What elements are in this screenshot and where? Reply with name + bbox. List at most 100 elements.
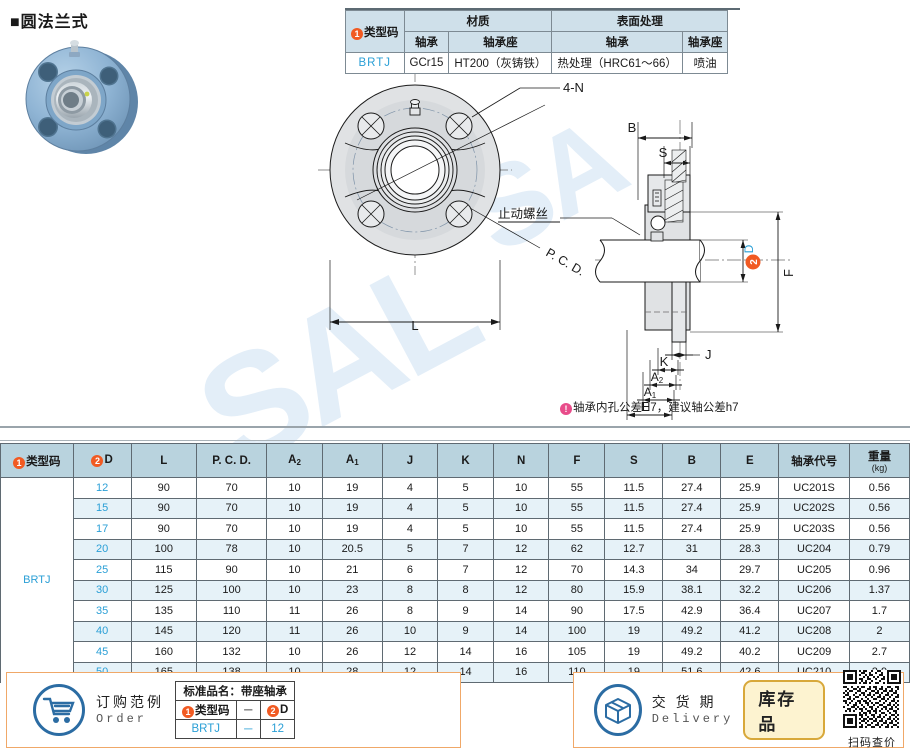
spec-cell-l: 125 <box>130 579 197 601</box>
spec-cell-j: 4 <box>381 497 439 519</box>
spec-cell-a1: 19 <box>321 518 383 540</box>
spec-cell-a2: 10 <box>266 518 323 540</box>
badge-two-spec: 2 <box>91 455 104 467</box>
order-std-name: 标准品名：带座轴承 <box>174 681 296 701</box>
spec-cell-k: 5 <box>437 497 494 519</box>
table-row: 40 145 120 11 26 10 9 14 100 19 49.2 41.2 UC208 2 <box>1 620 910 642</box>
spec-cell-f: 55 <box>548 477 606 499</box>
spec-cell-n: 14 <box>492 620 550 642</box>
spec-cell-b: 31 <box>662 538 722 560</box>
spec-cell-s: 19 <box>604 620 664 642</box>
spec-cell-weight: 1.7 <box>848 600 910 622</box>
spec-type-code: BRTJ <box>0 477 74 683</box>
technical-drawings: 4-N L B S F J K A2 A1 E P. C. D. 止动螺丝 2 … <box>0 60 910 420</box>
table-row: 25 115 90 10 21 6 7 12 70 14.3 34 29.7 UC205 0.96 <box>1 559 910 581</box>
material-table: 1 类型码 材质 表面处理 轴承 轴承座 轴承 轴承座 BRTJ GCr15 HT… <box>345 10 729 74</box>
spec-cell-n: 16 <box>492 641 550 663</box>
delivery-label-en: Delivery <box>651 711 734 726</box>
spec-cell-k: 7 <box>437 538 494 560</box>
spec-cell-a2: 10 <box>266 497 323 519</box>
svg-text:D: D <box>742 244 756 253</box>
spec-cell-b: 27.4 <box>662 497 722 519</box>
delivery-panel: 交 货 期 Delivery 库存品 <box>573 670 904 749</box>
spec-header-b: B <box>662 443 722 478</box>
svg-text:2: 2 <box>749 259 760 265</box>
table-row: BRTJ 12 90 70 10 19 4 5 10 55 11.5 27.4 25.9 UC201S 0.… <box>0 477 910 683</box>
spec-cell-n: 12 <box>492 559 550 581</box>
label-F: F <box>781 269 796 277</box>
label-4n: 4-N <box>563 80 584 95</box>
spec-cell-s: 12.7 <box>604 538 664 560</box>
spec-header-a2: A2 <box>266 443 323 478</box>
material-table-top-rule <box>345 8 740 10</box>
spec-cell-f: 55 <box>548 497 606 519</box>
qr-caption: 扫码查价 <box>848 737 896 749</box>
qr-code <box>843 670 901 728</box>
order-val-type: BRTJ <box>175 719 237 739</box>
delivery-label-cn: 交 货 期 <box>651 694 717 711</box>
spec-cell-j: 6 <box>381 559 439 581</box>
spec-cell-f: 90 <box>548 600 606 622</box>
spec-cell-a2: 10 <box>266 579 323 601</box>
spec-cell-d: 15 <box>72 497 132 519</box>
spec-cell-d: 17 <box>72 518 132 540</box>
order-val-d: 12 <box>259 719 296 739</box>
spec-cell-a2: 10 <box>266 477 323 499</box>
surface-subheader-housing: 轴承座 <box>681 31 729 53</box>
spec-header-type-code: 1 类型码 <box>0 443 74 478</box>
spec-cell-a2: 11 <box>266 600 323 622</box>
table-row: 45 160 132 10 26 12 14 16 105 19 49.2 40.2 UC209 2.7 <box>1 641 910 663</box>
specification-table-body: BRTJ 12 90 70 10 19 4 5 10 55 11.5 27.4 25.9 UC201S 0.… <box>0 477 910 683</box>
spec-cell-weight: 0.56 <box>848 477 910 499</box>
section-divider-bottom <box>0 440 910 441</box>
spec-cell-pcd: 90 <box>195 559 268 581</box>
spec-cell-k: 5 <box>437 477 494 499</box>
surface-housing-value: 喷油 <box>681 52 729 74</box>
spec-cell-a1: 23 <box>321 579 383 601</box>
spec-cell-j: 4 <box>381 518 439 540</box>
spec-cell-k: 8 <box>437 579 494 601</box>
spec-cell-pcd: 70 <box>195 497 268 519</box>
spec-cell-a2: 11 <box>266 620 323 642</box>
spec-cell-a1: 26 <box>321 600 383 622</box>
spec-cell-b: 27.4 <box>662 477 722 499</box>
material-subheader-housing: 轴承座 <box>448 31 553 53</box>
spec-cell-f: 62 <box>548 538 606 560</box>
order-label-cn: 订购范例 <box>96 694 164 711</box>
spec-cell-a1: 26 <box>321 641 383 663</box>
table-row: 17 90 70 10 19 4 5 10 55 11.5 27.4 25.9 UC203S 0.56 <box>1 518 910 540</box>
spec-cell-bearing-code: UC206 <box>778 579 850 601</box>
spec-header-l: L <box>130 443 197 478</box>
page-title: ■圆法兰式 <box>10 14 89 31</box>
spec-cell-weight: 2.7 <box>848 641 910 663</box>
spec-cell-n: 12 <box>492 579 550 601</box>
box-icon <box>594 684 642 736</box>
spec-cell-pcd: 132 <box>195 641 268 663</box>
spec-cell-n: 16 <box>492 661 550 683</box>
label-J: J <box>705 347 712 362</box>
spec-cell-d: 45 <box>72 641 132 663</box>
spec-cell-bearing-code: UC203S <box>778 518 850 540</box>
spec-cell-d: 12 <box>72 477 132 499</box>
spec-cell-l: 145 <box>130 620 197 642</box>
label-E: E <box>641 399 650 414</box>
material-subheader-bearing: 轴承 <box>403 31 450 53</box>
spec-cell-b: 49.2 <box>662 620 722 642</box>
spec-cell-l: 90 <box>130 518 197 540</box>
spec-cell-l: 115 <box>130 559 197 581</box>
spec-cell-pcd: 70 <box>195 477 268 499</box>
spec-cell-e: 36.4 <box>720 600 780 622</box>
spec-cell-d: 30 <box>72 579 132 601</box>
badge-one-order: 1 <box>182 706 194 718</box>
spec-cell-pcd: 78 <box>195 538 268 560</box>
spec-cell-weight: 2 <box>848 620 910 642</box>
spec-cell-k: 9 <box>437 600 494 622</box>
spec-cell-d: 25 <box>72 559 132 581</box>
spec-cell-k: 14 <box>437 641 494 663</box>
spec-cell-l: 90 <box>130 477 197 499</box>
order-col-type: 1 类型码 <box>175 700 237 720</box>
spec-header-f: F <box>548 443 606 478</box>
